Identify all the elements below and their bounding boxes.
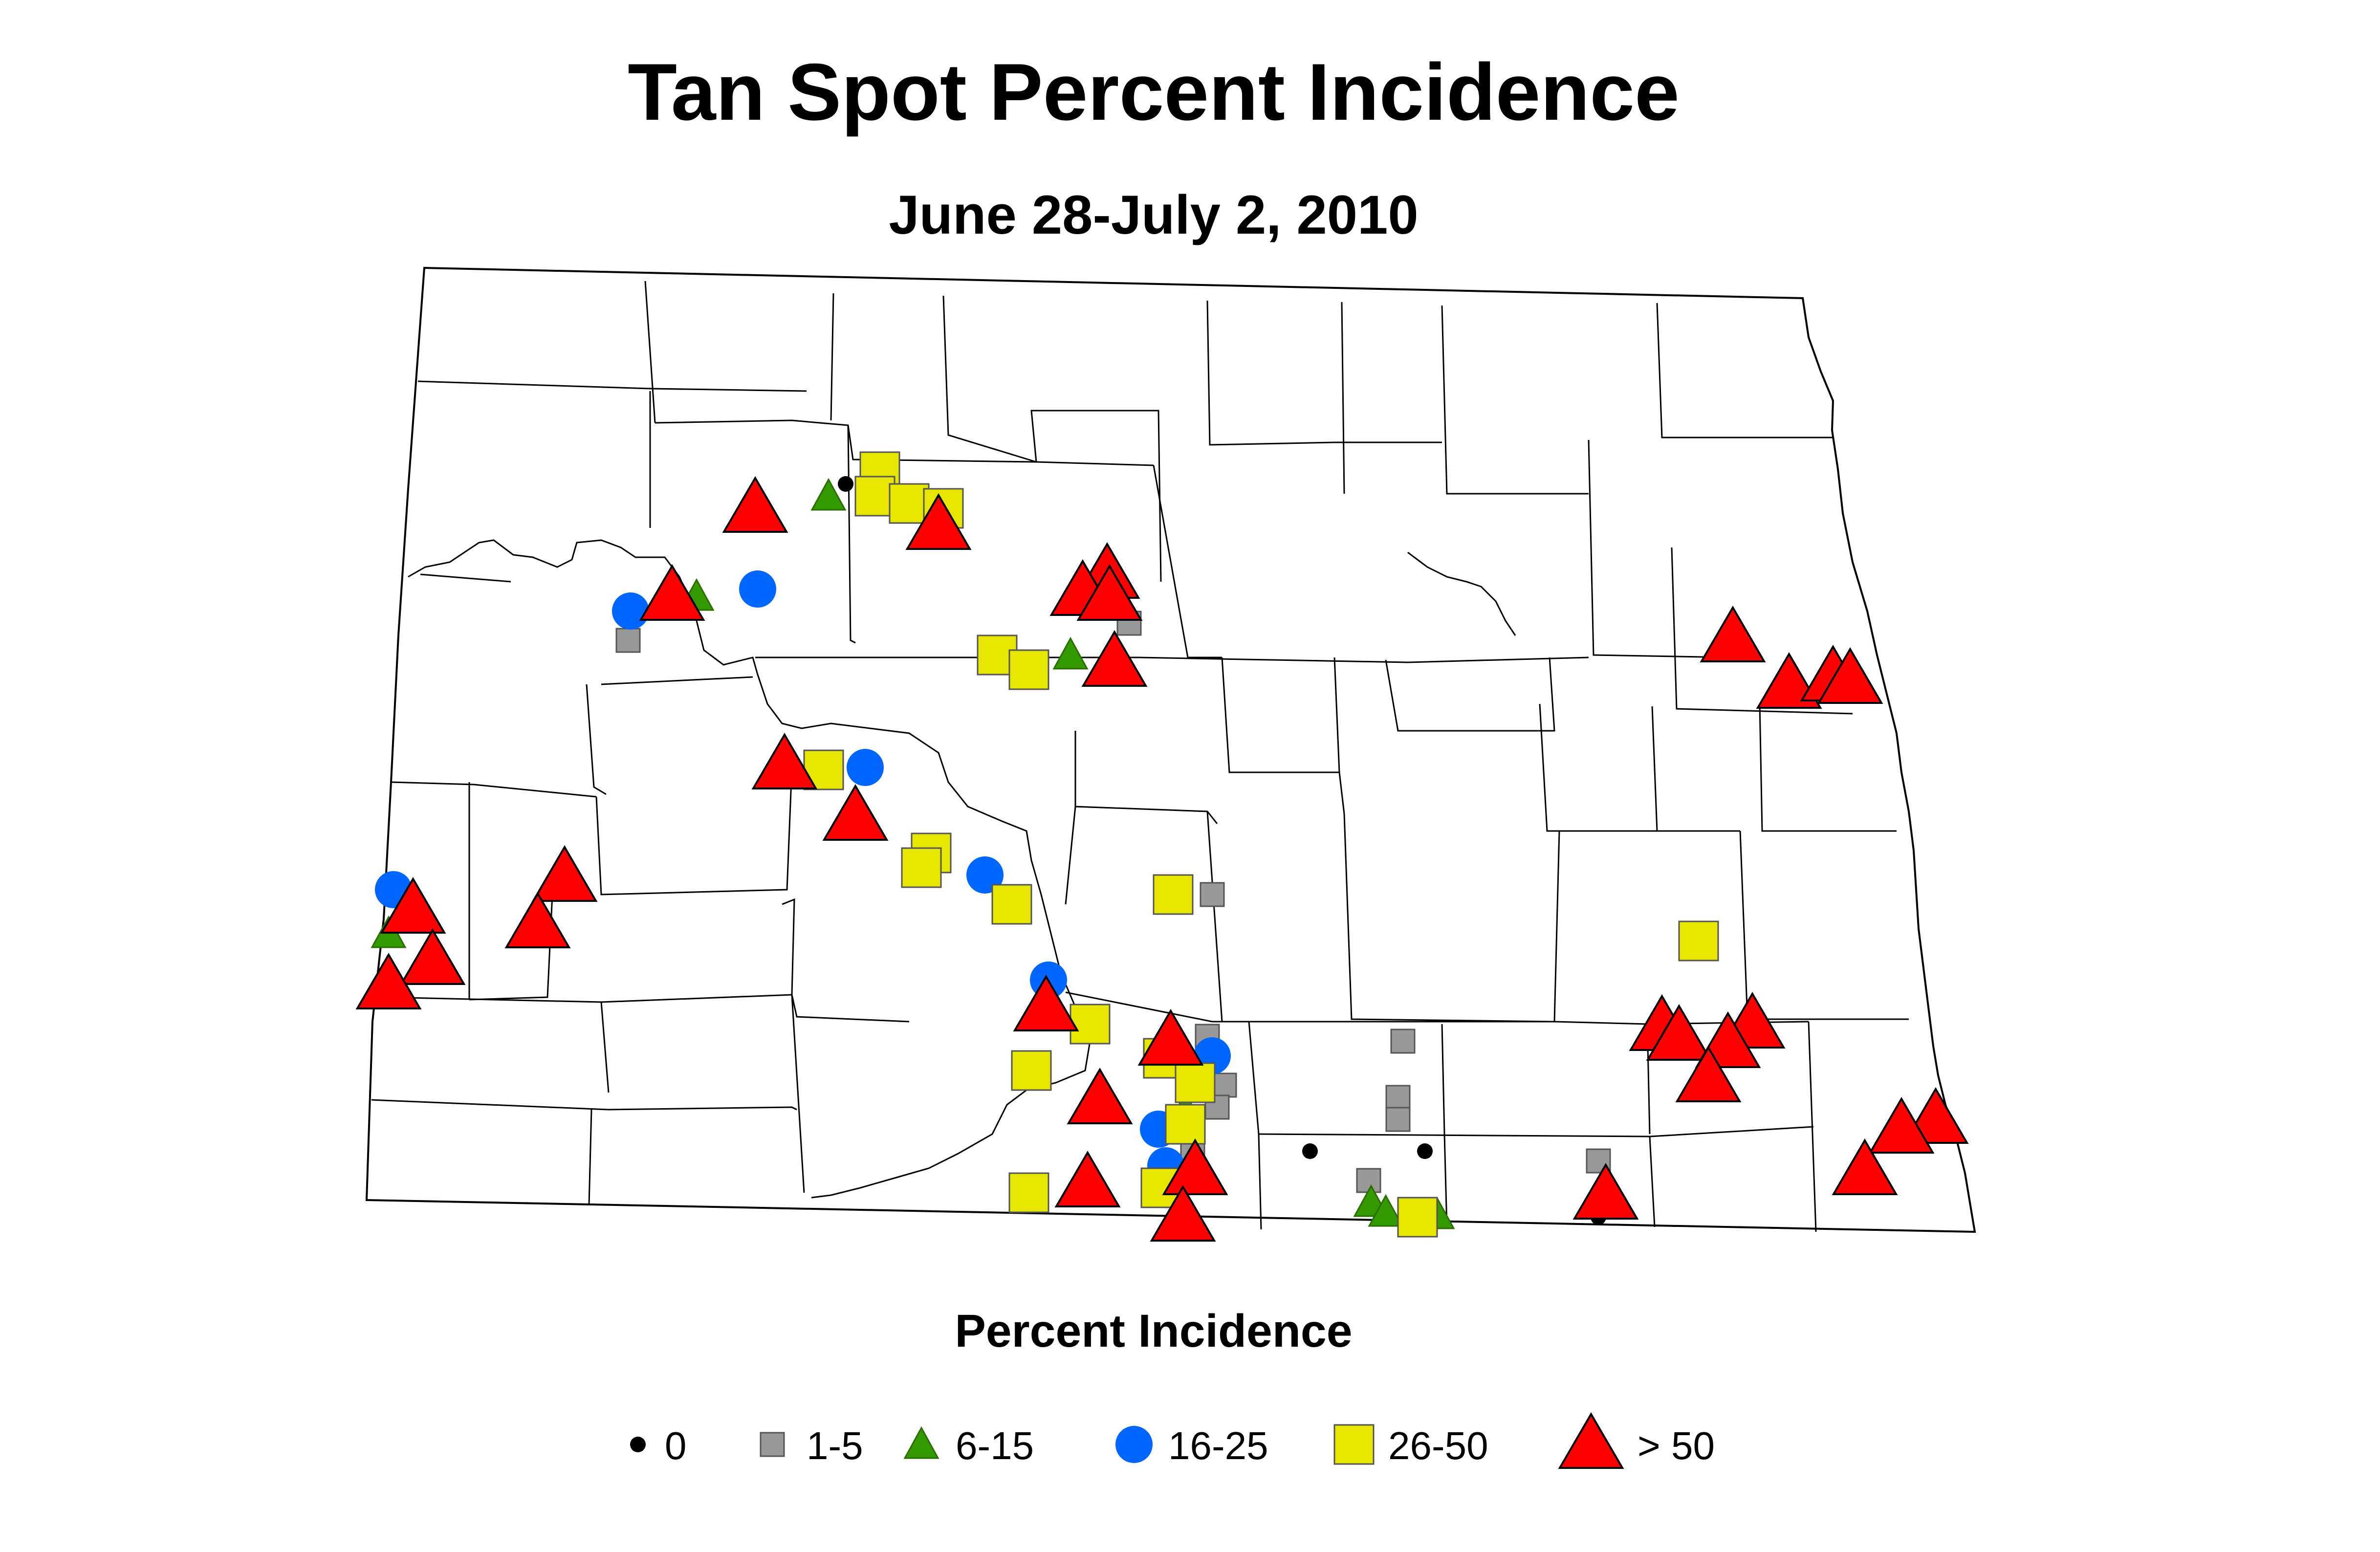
legend-swatch-severe (1558, 1412, 1624, 1469)
marker-high (1153, 874, 1194, 915)
missouri-river (408, 539, 1091, 1199)
marker-severe (1646, 1004, 1712, 1061)
marker-severe (1572, 1163, 1639, 1220)
legend-label-high: 26-50 (1388, 1424, 1488, 1467)
marker-zero (838, 476, 853, 492)
marker-severe (504, 892, 571, 948)
marker-high (1008, 649, 1049, 690)
marker-low (1385, 1107, 1411, 1132)
legend-title: Percent Incidence (955, 1305, 1352, 1357)
marker-severe (1150, 1185, 1216, 1242)
legend-swatch-zero (630, 1437, 646, 1452)
marker-severe (1081, 630, 1148, 687)
marker-severe (1137, 1009, 1204, 1066)
marker-high (854, 476, 895, 517)
marker-zero (1417, 1143, 1433, 1159)
marker-high (1175, 1062, 1216, 1103)
legend-swatch-mod (903, 1426, 939, 1459)
marker-severe (1675, 1046, 1742, 1102)
marker-high (1008, 1172, 1049, 1213)
legend-label-zero: 0 (665, 1424, 687, 1467)
observation-markers (355, 451, 1969, 1242)
marker-severe (1832, 1138, 1898, 1195)
marker-low (1212, 1072, 1237, 1098)
marker-mod (1368, 1194, 1404, 1227)
marker-low (1390, 1028, 1416, 1054)
marker-zero (1302, 1143, 1318, 1159)
marker-severe (355, 953, 422, 1009)
marker-mid (847, 749, 884, 786)
marker-high (991, 884, 1032, 925)
legend-swatch-high (1333, 1424, 1375, 1465)
legend-swatch-mid (1115, 1426, 1153, 1463)
marker-severe (1162, 1138, 1228, 1195)
marker-severe (531, 845, 598, 902)
legend-label-mid: 16-25 (1168, 1424, 1268, 1467)
marker-low (615, 628, 641, 653)
marker-high (901, 847, 942, 888)
marker-severe (1817, 647, 1883, 704)
marker-severe (822, 784, 889, 841)
marker-high (1011, 1050, 1052, 1091)
legend-label-severe: > 50 (1638, 1424, 1715, 1467)
legend-label-mod: 6-15 (956, 1424, 1034, 1467)
marker-severe (399, 928, 466, 985)
marker-high (1678, 920, 1719, 962)
map-subtitle: June 28-July 2, 2010 (889, 184, 1418, 245)
marker-severe (1076, 564, 1143, 621)
marker-mod (810, 478, 847, 511)
devils-lake-shore (1407, 551, 1516, 636)
map-title: Tan Spot Percent Incidence (628, 47, 1680, 137)
marker-low (1200, 882, 1225, 907)
marker-high (1397, 1197, 1438, 1238)
marker-low (1385, 1085, 1411, 1110)
marker-mid (612, 592, 649, 630)
marker-severe (1013, 975, 1079, 1031)
marker-severe (639, 564, 705, 621)
marker-mid (739, 570, 776, 608)
marker-severe (380, 877, 446, 934)
marker-severe (1067, 1068, 1133, 1124)
marker-severe (722, 476, 788, 533)
marker-high (1070, 1004, 1111, 1045)
marker-severe (1700, 606, 1766, 662)
marker-high (889, 483, 930, 524)
marker-mod (1052, 636, 1089, 670)
legend-label-low: 1-5 (807, 1424, 863, 1467)
marker-severe (1054, 1151, 1121, 1207)
marker-severe (751, 733, 818, 789)
marker-severe (905, 493, 972, 550)
legend-swatch-low (760, 1432, 785, 1457)
marker-severe (1868, 1097, 1935, 1154)
marker-high (1165, 1104, 1206, 1145)
legend-items: 0 1-5 6-15 16-25 26-50 > 50 (630, 1412, 1715, 1469)
county-lines (371, 281, 1909, 1232)
marker-low (1356, 1168, 1381, 1193)
rivers (408, 539, 1516, 1199)
legend: Percent Incidence 0 1-5 6-15 16-25 26-50 > 50 (630, 1305, 1715, 1469)
